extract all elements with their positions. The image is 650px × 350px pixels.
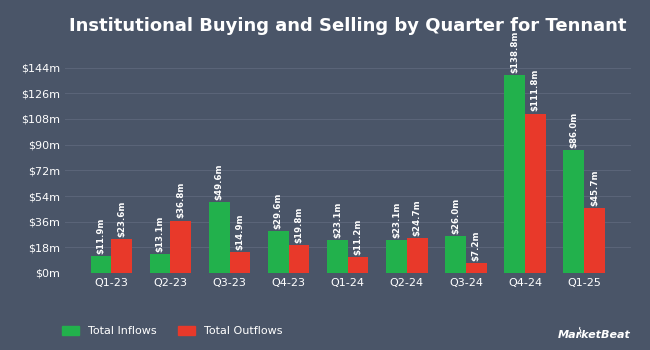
Title: Institutional Buying and Selling by Quarter for Tennant: Institutional Buying and Selling by Quar… <box>69 17 627 35</box>
Bar <box>564 150 584 273</box>
Text: ⌇: ⌇ <box>576 327 582 340</box>
Bar <box>407 238 428 273</box>
Bar <box>584 208 604 273</box>
Bar <box>111 239 132 273</box>
Bar <box>348 257 369 273</box>
Bar <box>268 231 289 273</box>
Text: $138.8m: $138.8m <box>510 30 519 73</box>
Bar <box>466 263 487 273</box>
Text: $111.8m: $111.8m <box>531 69 540 111</box>
Bar <box>525 114 546 273</box>
Text: $7.2m: $7.2m <box>472 230 481 261</box>
Text: $86.0m: $86.0m <box>569 112 578 148</box>
Text: $11.9m: $11.9m <box>97 217 105 254</box>
Bar <box>386 240 407 273</box>
Text: $14.9m: $14.9m <box>235 213 244 250</box>
Text: $23.1m: $23.1m <box>333 202 342 238</box>
Text: $23.6m: $23.6m <box>117 201 126 237</box>
Text: $24.7m: $24.7m <box>413 199 422 236</box>
Text: $36.8m: $36.8m <box>176 182 185 218</box>
Bar <box>504 75 525 273</box>
Bar <box>209 202 229 273</box>
Text: $19.8m: $19.8m <box>294 206 304 243</box>
Text: $26.0m: $26.0m <box>451 197 460 234</box>
Bar <box>289 245 309 273</box>
Bar <box>445 236 466 273</box>
Legend: Total Inflows, Total Outflows: Total Inflows, Total Outflows <box>58 322 287 341</box>
Bar <box>150 254 170 273</box>
Text: $23.1m: $23.1m <box>392 202 401 238</box>
Bar <box>229 252 250 273</box>
Text: $13.1m: $13.1m <box>155 216 164 252</box>
Text: $11.2m: $11.2m <box>354 218 363 255</box>
Bar <box>91 256 111 273</box>
Text: MarketBeat: MarketBeat <box>558 329 630 340</box>
Bar <box>327 240 348 273</box>
Text: $45.7m: $45.7m <box>590 169 599 206</box>
Text: $49.6m: $49.6m <box>214 164 224 200</box>
Bar <box>170 220 191 273</box>
Text: $29.6m: $29.6m <box>274 192 283 229</box>
